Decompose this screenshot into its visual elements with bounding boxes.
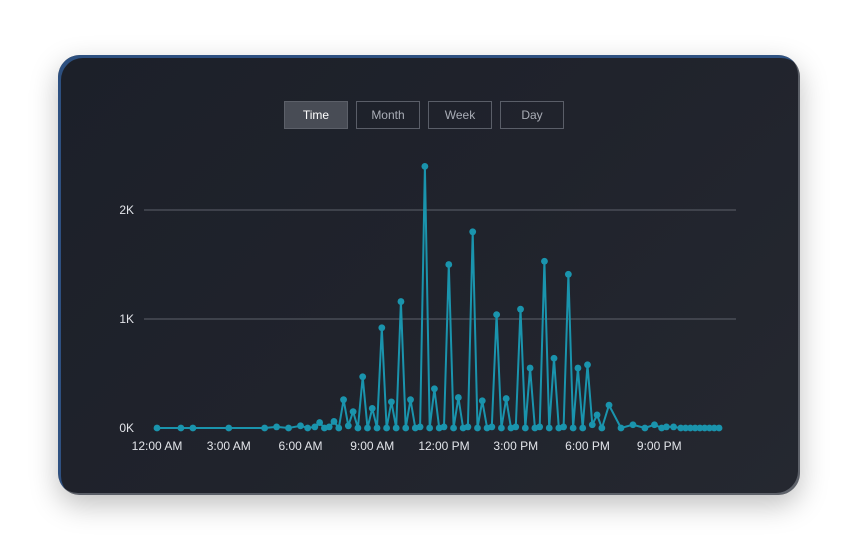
x-tick-label: 3:00 AM bbox=[207, 439, 251, 453]
data-point bbox=[560, 423, 567, 431]
x-tick-label: 12:00 PM bbox=[418, 439, 469, 453]
data-point bbox=[359, 373, 367, 381]
data-point bbox=[498, 424, 505, 432]
x-tick-label: 3:00 PM bbox=[493, 439, 538, 453]
data-point bbox=[715, 424, 723, 432]
x-tick-label: 6:00 PM bbox=[565, 439, 610, 453]
data-point bbox=[383, 424, 390, 432]
data-point bbox=[330, 418, 338, 425]
data-point bbox=[469, 228, 477, 236]
data-point bbox=[189, 424, 197, 432]
chart-card: Time Month Week Day 0K 1K 2K 12:00 AM 3:00 A… bbox=[58, 55, 800, 495]
data-point bbox=[617, 424, 625, 432]
data-point bbox=[225, 424, 233, 432]
data-point bbox=[696, 424, 704, 432]
x-tick-label: 9:00 PM bbox=[637, 439, 682, 453]
data-point bbox=[686, 424, 694, 432]
data-point bbox=[373, 424, 381, 432]
x-tick-label: 6:00 AM bbox=[278, 439, 322, 453]
data-point bbox=[304, 424, 312, 432]
data-point bbox=[421, 163, 429, 170]
data-point bbox=[536, 423, 544, 431]
data-point bbox=[588, 421, 596, 429]
data-point bbox=[344, 422, 352, 430]
data-point bbox=[598, 424, 606, 432]
data-point bbox=[261, 424, 269, 432]
data-point bbox=[677, 424, 685, 432]
data-point bbox=[474, 424, 481, 432]
data-point bbox=[574, 364, 582, 372]
data-point bbox=[663, 423, 670, 431]
data-point bbox=[579, 424, 587, 432]
data-point bbox=[502, 395, 510, 402]
series-line bbox=[157, 165, 719, 429]
data-point bbox=[311, 423, 319, 431]
data-point bbox=[153, 424, 161, 432]
y-tick-label: 0K bbox=[119, 421, 134, 435]
data-point bbox=[440, 423, 448, 431]
data-point bbox=[177, 424, 185, 432]
data-point bbox=[464, 423, 472, 431]
data-point bbox=[316, 419, 324, 426]
data-point bbox=[416, 423, 424, 431]
data-point bbox=[584, 361, 591, 369]
data-point bbox=[641, 424, 649, 432]
data-point bbox=[285, 424, 292, 432]
data-point bbox=[478, 397, 486, 405]
data-point bbox=[691, 424, 699, 432]
tab-day[interactable]: Day bbox=[500, 101, 564, 129]
data-point bbox=[354, 424, 362, 432]
data-point bbox=[564, 270, 572, 278]
data-point bbox=[392, 424, 400, 432]
data-point bbox=[701, 424, 709, 432]
y-tick-label: 1K bbox=[119, 312, 134, 326]
data-point bbox=[488, 423, 496, 431]
data-point bbox=[493, 311, 501, 319]
data-point bbox=[445, 261, 453, 268]
data-point bbox=[526, 364, 534, 372]
y-tick-label: 2K bbox=[119, 203, 134, 217]
data-point bbox=[682, 424, 689, 432]
data-point bbox=[541, 257, 548, 265]
data-point bbox=[297, 422, 304, 430]
data-point bbox=[426, 424, 434, 432]
data-point bbox=[340, 396, 347, 404]
x-tick-label: 12:00 AM bbox=[132, 439, 183, 453]
data-point bbox=[512, 423, 520, 431]
tab-month[interactable]: Month bbox=[356, 101, 420, 129]
data-point bbox=[450, 424, 457, 432]
data-point bbox=[550, 354, 558, 362]
range-tabs: Time Month Week Day bbox=[284, 101, 564, 129]
data-point bbox=[545, 424, 553, 432]
data-point bbox=[517, 305, 524, 313]
data-point bbox=[387, 398, 395, 406]
data-point bbox=[629, 421, 637, 429]
data-point bbox=[335, 424, 343, 432]
tab-week[interactable]: Week bbox=[428, 101, 492, 129]
tab-time[interactable]: Time bbox=[284, 101, 348, 129]
data-point bbox=[521, 424, 529, 432]
data-point bbox=[364, 424, 371, 432]
data-point bbox=[651, 421, 658, 429]
data-point bbox=[349, 408, 357, 416]
data-point bbox=[325, 423, 333, 431]
data-point bbox=[569, 424, 577, 432]
x-tick-label: 9:00 AM bbox=[350, 439, 394, 453]
data-point bbox=[605, 401, 613, 409]
data-point bbox=[593, 411, 601, 419]
data-point bbox=[670, 423, 677, 431]
line-chart: 0K 1K 2K 12:00 AM 3:00 AM 6:00 AM 9:00 AM 12:00… bbox=[119, 163, 736, 453]
data-point bbox=[431, 385, 438, 393]
data-point bbox=[397, 298, 405, 305]
data-point bbox=[368, 404, 376, 412]
data-point bbox=[454, 394, 462, 401]
data-point bbox=[273, 423, 280, 431]
data-point bbox=[706, 424, 713, 432]
data-point bbox=[407, 396, 414, 404]
data-point bbox=[378, 324, 386, 332]
data-point bbox=[710, 424, 718, 432]
data-point bbox=[402, 424, 410, 432]
